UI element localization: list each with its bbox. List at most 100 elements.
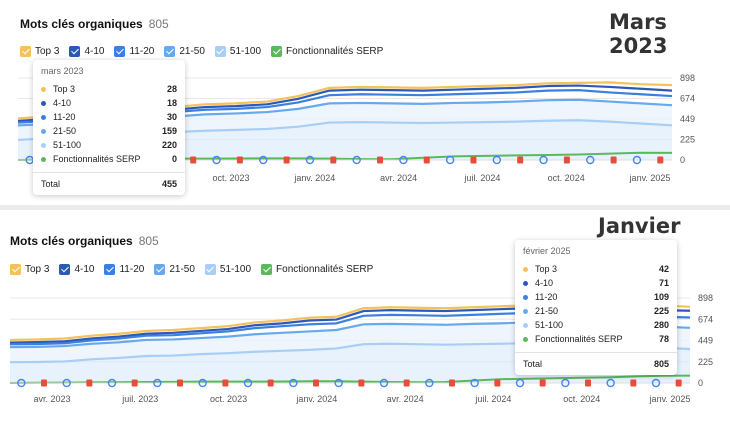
checkbox-icon[interactable]: [104, 264, 116, 275]
google-update-icon[interactable]: [539, 155, 548, 165]
flag-marker-icon[interactable]: [177, 379, 183, 387]
flag-marker-icon[interactable]: [236, 156, 243, 164]
tooltip-value: 225: [653, 306, 669, 316]
google-update-icon[interactable]: [212, 155, 221, 165]
x-tick-label: janv. 2024: [293, 173, 335, 183]
flag-marker-icon[interactable]: [283, 156, 290, 164]
google-update-icon[interactable]: [399, 155, 408, 165]
checkbox-icon[interactable]: [214, 46, 226, 57]
tooltip-row-top3: Top 3 28: [33, 82, 185, 96]
flag-marker-icon[interactable]: [403, 379, 410, 387]
flag-marker-icon[interactable]: [423, 156, 430, 164]
checkbox-icon[interactable]: [114, 46, 126, 57]
checkbox-icon[interactable]: [204, 264, 216, 275]
snapshot-date-label: Mars 2023: [609, 10, 668, 58]
google-update-icon[interactable]: [606, 378, 615, 388]
checkbox-icon[interactable]: [154, 264, 166, 275]
tooltip-label: Top 3: [535, 264, 558, 274]
flag-marker-icon[interactable]: [41, 379, 47, 387]
tooltip-row-11-20: 11-20 30: [33, 110, 185, 124]
google-update-icon[interactable]: [259, 155, 268, 165]
google-update-icon[interactable]: [17, 378, 26, 388]
flag-marker-icon[interactable]: [330, 156, 337, 164]
google-update-icon[interactable]: [470, 378, 479, 388]
tooltip-value: 18: [166, 98, 177, 108]
panel-heading: Mots clés organiques 805: [10, 234, 159, 248]
flag-marker-icon[interactable]: [313, 379, 319, 387]
flag-marker-icon[interactable]: [585, 379, 591, 387]
legend-item-serp[interactable]: Fonctionnalités SERP: [261, 264, 373, 275]
checkbox-icon[interactable]: [20, 46, 31, 57]
flag-marker-icon[interactable]: [610, 156, 617, 164]
google-update-icon[interactable]: [492, 155, 502, 165]
flag-marker-icon[interactable]: [675, 379, 682, 387]
legend-label: 21-50: [169, 264, 195, 275]
series-serp-line[interactable]: [9, 374, 691, 384]
google-update-icon[interactable]: [632, 155, 642, 165]
legend-label: 4-10: [74, 264, 95, 275]
checkbox-icon[interactable]: [59, 264, 71, 275]
panel-heading: Mots clés organiques 805: [20, 17, 169, 31]
google-update-icon[interactable]: [305, 155, 315, 165]
x-tick-label: oct. 2024: [548, 173, 585, 183]
checkbox-icon[interactable]: [69, 46, 81, 57]
panel-title: Mots clés organiques: [20, 17, 143, 31]
google-update-icon[interactable]: [198, 378, 207, 388]
legend-label: 11-20: [119, 264, 145, 275]
google-update-icon[interactable]: [107, 378, 117, 388]
flag-marker-icon[interactable]: [470, 156, 477, 164]
legend-item-top3[interactable]: Top 3: [10, 264, 49, 275]
legend-item-51-100[interactable]: 51-100: [204, 264, 251, 275]
google-update-icon[interactable]: [425, 378, 434, 388]
google-update-icon[interactable]: [352, 155, 361, 165]
google-update-icon[interactable]: [651, 378, 661, 388]
legend-item-21-50[interactable]: 21-50: [164, 46, 205, 57]
legend-item-top3[interactable]: Top 3: [20, 46, 59, 57]
legend-item-51-100[interactable]: 51-100: [214, 46, 262, 57]
checkbox-icon[interactable]: [261, 264, 273, 275]
flag-marker-icon[interactable]: [131, 379, 138, 387]
flag-marker-icon[interactable]: [630, 379, 637, 387]
flag-marker-icon[interactable]: [190, 156, 197, 164]
flag-marker-icon[interactable]: [517, 156, 524, 164]
checkbox-icon[interactable]: [271, 46, 283, 57]
checkbox-icon[interactable]: [10, 264, 21, 275]
flag-marker-icon[interactable]: [377, 156, 384, 164]
google-update-icon[interactable]: [379, 378, 389, 388]
legend-item-21-50[interactable]: 21-50: [154, 264, 195, 275]
flag-marker-icon[interactable]: [267, 379, 274, 387]
legend-item-4-10[interactable]: 4-10: [59, 264, 94, 275]
google-update-icon[interactable]: [515, 378, 525, 388]
google-update-icon[interactable]: [334, 378, 343, 388]
flag-marker-icon[interactable]: [358, 379, 365, 387]
tooltip-total-value: 455: [161, 179, 177, 189]
legend-label: 51-100: [229, 46, 262, 57]
tooltip-value: 28: [166, 84, 177, 94]
tooltip-row-4-10: 4-10 18: [33, 96, 185, 110]
google-update-icon[interactable]: [62, 378, 71, 388]
flag-marker-icon[interactable]: [222, 379, 229, 387]
google-update-icon[interactable]: [445, 155, 455, 165]
x-tick-label: avr. 2024: [387, 394, 424, 404]
flag-marker-icon[interactable]: [449, 379, 455, 387]
google-update-icon[interactable]: [289, 378, 298, 388]
legend-label: 11-20: [129, 46, 155, 57]
flag-marker-icon[interactable]: [86, 379, 93, 387]
legend-item-11-20[interactable]: 11-20: [104, 264, 144, 275]
google-update-icon[interactable]: [243, 378, 253, 388]
google-update-icon[interactable]: [153, 378, 162, 388]
flag-marker-icon[interactable]: [657, 156, 664, 164]
x-tick-label: oct. 2024: [563, 394, 600, 404]
keyword-count: 805: [148, 17, 169, 31]
legend-item-4-10[interactable]: 4-10: [69, 46, 104, 57]
legend-item-11-20[interactable]: 11-20: [114, 46, 154, 57]
checkbox-icon[interactable]: [164, 46, 176, 57]
google-update-icon[interactable]: [586, 155, 595, 165]
legend-item-serp[interactable]: Fonctionnalités SERP: [271, 46, 383, 57]
y-tick-label: 0: [680, 155, 685, 165]
google-update-icon[interactable]: [561, 378, 570, 388]
flag-marker-icon[interactable]: [563, 156, 570, 164]
x-tick-label: oct. 2023: [212, 173, 249, 183]
flag-marker-icon[interactable]: [494, 379, 501, 387]
flag-marker-icon[interactable]: [539, 379, 546, 387]
